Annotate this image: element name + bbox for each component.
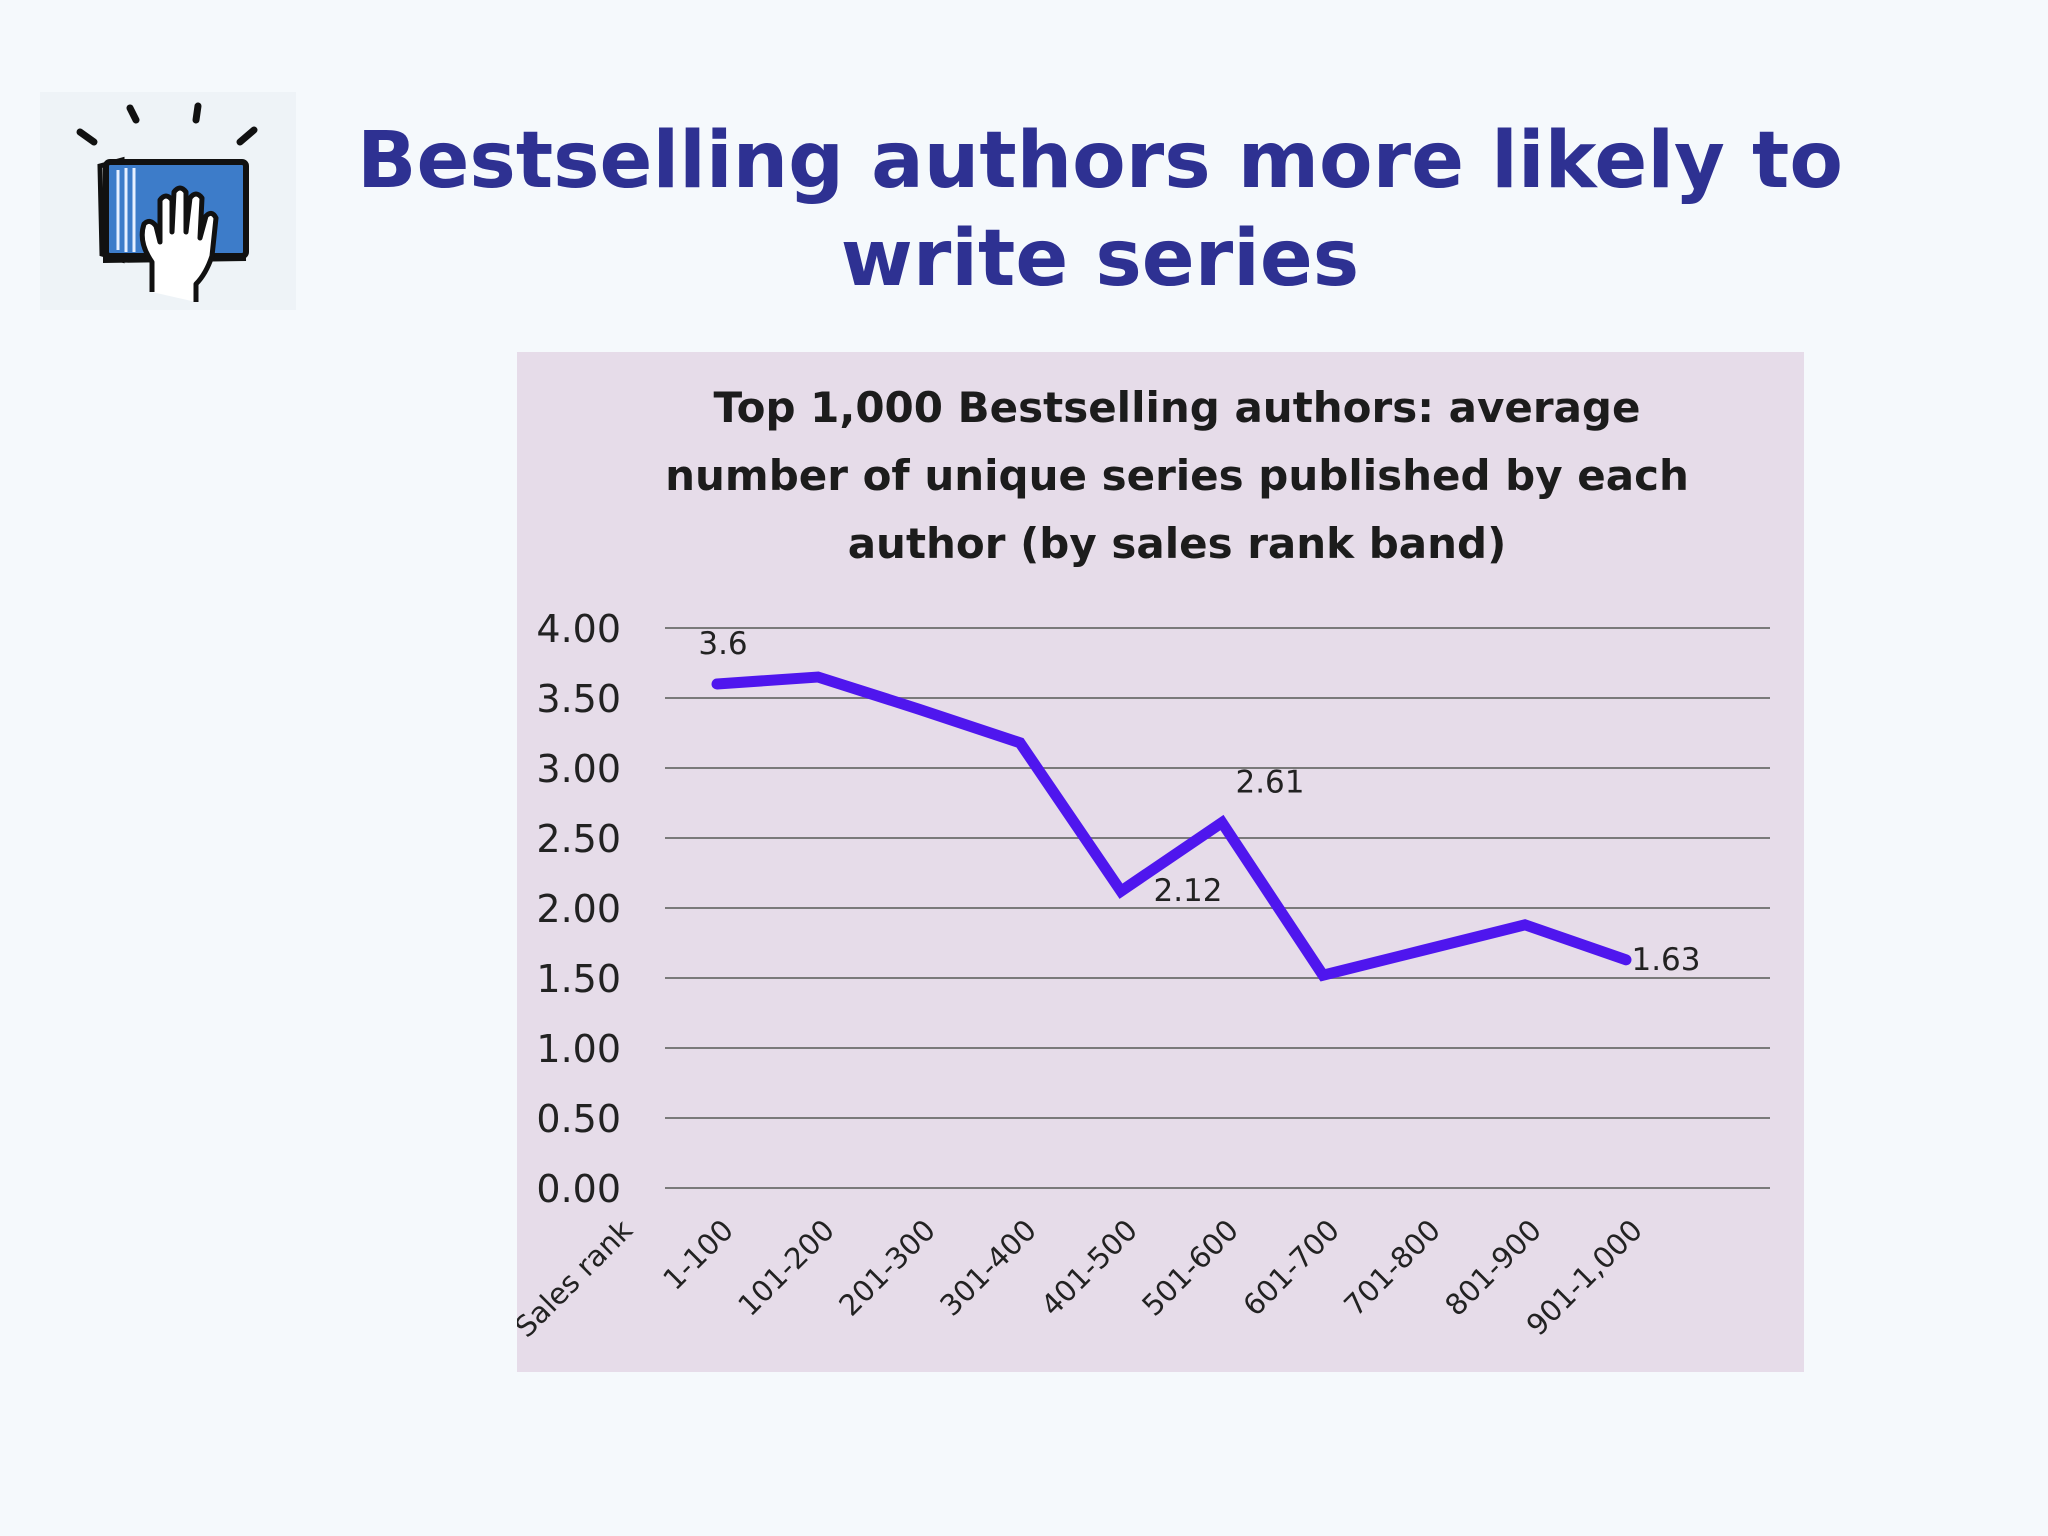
- y-tick-label: 0.00: [536, 1167, 621, 1211]
- data-point: [1621, 954, 1631, 965]
- x-tick-label: 601-700: [1236, 1213, 1346, 1323]
- data-label: 1.63: [1631, 942, 1700, 978]
- chart-title-line-2: number of unique series published by eac…: [665, 451, 1689, 500]
- data-point: [813, 672, 823, 682]
- data-point: [1318, 970, 1328, 981]
- data-point: [1419, 945, 1429, 955]
- data-label: 3.6: [698, 626, 747, 662]
- y-tick-label: 0.50: [536, 1097, 621, 1141]
- slide-title: Bestselling authors more likely to write…: [300, 112, 1900, 308]
- x-tick-label: 701-800: [1337, 1213, 1447, 1323]
- data-label: 2.61: [1235, 765, 1304, 801]
- chart-title-line-3: author (by sales rank band): [847, 519, 1507, 568]
- x-tick-label: Sales rank: [517, 1213, 639, 1344]
- x-tick-label: 401-500: [1034, 1213, 1144, 1323]
- series-line: [711, 671, 1632, 982]
- chart-title-line-1: Top 1,000 Bestselling authors: average: [713, 383, 1641, 432]
- chart-title: Top 1,000 Bestselling authors: average n…: [557, 374, 1797, 578]
- x-tick-label: 1-100: [656, 1213, 740, 1297]
- data-point: [1116, 886, 1126, 897]
- y-tick-label: 3.00: [536, 747, 621, 791]
- data-point: [1520, 919, 1530, 930]
- y-tick-label: 2.00: [536, 887, 621, 931]
- y-tick-label: 1.00: [536, 1027, 621, 1071]
- x-tick-label: 101-200: [731, 1213, 841, 1323]
- y-tick-label: 1.50: [536, 957, 621, 1001]
- data-label: 2.12: [1153, 873, 1222, 909]
- data-point: [1015, 737, 1025, 748]
- line-chart: 0.00 0.50 1.00 1.50 2.00 2.50 3.00 3.50 4.00 Sale…: [517, 607, 1770, 1344]
- slide-title-line-1: Bestselling authors more likely to: [357, 116, 1843, 206]
- hand-on-book-icon: [40, 92, 296, 310]
- slide-title-line-2: write series: [840, 214, 1360, 304]
- y-tick-label: 3.50: [536, 677, 621, 721]
- y-tick-label: 2.50: [536, 817, 621, 861]
- x-tick-label: 201-300: [832, 1213, 942, 1323]
- data-point: [914, 704, 924, 715]
- chart-panel: Top 1,000 Bestselling authors: average n…: [517, 352, 1804, 1372]
- data-point: [712, 679, 722, 689]
- x-tick-label: 301-400: [933, 1213, 1043, 1323]
- data-point: [1217, 817, 1227, 828]
- y-tick-label: 4.00: [536, 607, 621, 651]
- x-tick-label: 501-600: [1135, 1213, 1245, 1323]
